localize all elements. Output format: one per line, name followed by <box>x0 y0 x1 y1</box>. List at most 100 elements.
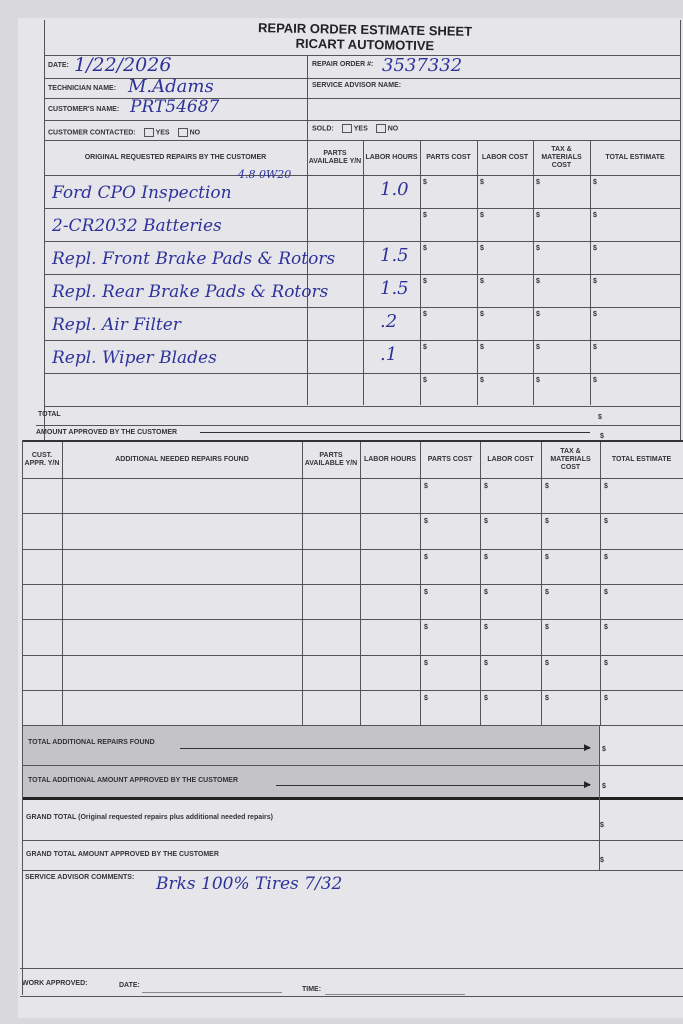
customer-contacted: CUSTOMER CONTACTED: YES NO <box>48 128 200 137</box>
column-divider <box>590 140 591 405</box>
total-estimate[interactable]: $ <box>604 518 608 526</box>
labor-cost[interactable]: $ <box>484 659 488 667</box>
customer-value[interactable]: PRT54687 <box>130 97 220 117</box>
repair-order-value[interactable]: 3537332 <box>382 55 463 76</box>
parts-cost[interactable]: $ <box>424 659 428 667</box>
tax-materials-cost[interactable]: $ <box>536 278 540 285</box>
labor-cost[interactable]: $ <box>484 624 488 632</box>
sold-label: SOLD: <box>312 125 334 133</box>
labor-cost[interactable]: $ <box>484 694 488 702</box>
tax-materials-cost[interactable]: $ <box>536 245 540 252</box>
labor-cost[interactable]: $ <box>480 245 484 252</box>
table-row <box>22 513 683 548</box>
row-divider <box>44 307 680 308</box>
header-parts-available: PARTS AVAILABLE Y/N <box>304 452 358 467</box>
parts-cost[interactable]: $ <box>424 553 428 561</box>
no-label: NO <box>189 129 201 137</box>
labor-hours[interactable]: .2 <box>380 311 398 332</box>
repair-description[interactable]: Ford CPO Inspection <box>52 183 232 203</box>
comments-text[interactable]: Brks 100% Tires 7/32 <box>156 874 343 894</box>
parts-cost[interactable]: $ <box>423 377 427 384</box>
labor-hours[interactable]: .1 <box>380 344 398 365</box>
tax-materials-cost[interactable]: $ <box>545 624 549 632</box>
parts-cost[interactable]: $ <box>423 278 427 285</box>
header-total-estimate: TOTAL ESTIMATE <box>605 153 665 161</box>
tax-materials-cost[interactable]: $ <box>545 518 549 526</box>
total-estimate[interactable]: $ <box>604 588 608 596</box>
repair-description[interactable]: Repl. Front Brake Pads & Rotors <box>52 249 336 269</box>
technician-value[interactable]: M.Adams <box>128 76 214 97</box>
contacted-no-checkbox[interactable] <box>177 128 188 137</box>
tax-materials-cost[interactable]: $ <box>536 377 540 384</box>
tax-materials-cost[interactable]: $ <box>545 483 549 490</box>
additional-totals-band <box>22 725 600 800</box>
tax-materials-cost[interactable]: $ <box>536 179 540 186</box>
customer-label: CUSTOMER'S NAME: <box>48 106 120 113</box>
date-value[interactable]: 1/22/2026 <box>74 54 172 76</box>
total-estimate[interactable]: $ <box>604 659 608 667</box>
row-divider <box>44 274 680 275</box>
parts-cost[interactable]: $ <box>423 245 427 252</box>
sold-no-checkbox[interactable] <box>375 124 386 133</box>
labor-hours[interactable]: 1.0 <box>380 179 409 200</box>
labor-cost[interactable]: $ <box>484 483 488 490</box>
row-divider <box>44 208 680 209</box>
tax-materials-cost[interactable]: $ <box>536 212 540 219</box>
parts-cost[interactable]: $ <box>424 518 428 526</box>
repair-order-label: REPAIR ORDER #: <box>312 61 374 68</box>
labor-cost[interactable]: $ <box>480 311 484 318</box>
total-estimate[interactable]: $ <box>593 179 597 186</box>
total-estimate[interactable]: $ <box>604 624 608 632</box>
total-additional-approved-value: $ <box>602 783 606 790</box>
total-estimate[interactable]: $ <box>593 344 597 351</box>
table-row <box>22 584 683 619</box>
parts-cost[interactable]: $ <box>423 179 427 186</box>
row-divider <box>22 548 683 550</box>
tax-materials-cost[interactable]: $ <box>545 553 549 561</box>
labor-hours[interactable]: 1.5 <box>380 245 409 266</box>
labor-cost[interactable]: $ <box>484 553 488 561</box>
labor-cost[interactable]: $ <box>480 179 484 186</box>
total-estimate[interactable]: $ <box>593 245 597 252</box>
no-label: NO <box>387 125 399 133</box>
sold-yes-checkbox[interactable] <box>341 124 352 133</box>
total-estimate[interactable]: $ <box>604 483 608 490</box>
yes-label: YES <box>353 125 368 133</box>
contacted-yes-checkbox[interactable] <box>143 128 154 137</box>
total-estimate[interactable]: $ <box>604 694 608 702</box>
labor-hours[interactable]: 1.5 <box>380 278 409 299</box>
labor-cost[interactable]: $ <box>484 518 488 526</box>
repair-description[interactable]: Repl. Rear Brake Pads & Rotors <box>52 282 329 302</box>
labor-cost[interactable]: $ <box>480 212 484 219</box>
parts-cost[interactable]: $ <box>423 311 427 318</box>
parts-cost[interactable]: $ <box>423 212 427 219</box>
tax-materials-cost[interactable]: $ <box>545 659 549 667</box>
parts-cost[interactable]: $ <box>423 344 427 351</box>
amount-approved-value: $ <box>600 433 604 440</box>
total-estimate[interactable]: $ <box>593 278 597 285</box>
parts-cost[interactable]: $ <box>424 624 428 632</box>
parts-cost[interactable]: $ <box>424 483 428 490</box>
tax-materials-cost[interactable]: $ <box>536 311 540 318</box>
parts-cost[interactable]: $ <box>424 588 428 596</box>
tax-materials-cost[interactable]: $ <box>545 588 549 596</box>
total-estimate[interactable]: $ <box>593 212 597 219</box>
labor-cost[interactable]: $ <box>480 278 484 285</box>
tax-materials-cost[interactable]: $ <box>536 344 540 351</box>
repair-description[interactable]: Repl. Wiper Blades <box>52 348 217 368</box>
total-estimate[interactable]: $ <box>604 553 608 561</box>
labor-cost[interactable]: $ <box>480 344 484 351</box>
repair-note[interactable]: 4.8 0W20 <box>238 168 292 181</box>
parts-cost[interactable]: $ <box>424 694 428 702</box>
header-labor-hours: LABOR HOURS <box>363 456 417 463</box>
repair-description[interactable]: Repl. Air Filter <box>52 315 181 335</box>
table-row <box>22 690 683 725</box>
tax-materials-cost[interactable]: $ <box>545 694 549 702</box>
labor-cost[interactable]: $ <box>480 377 484 384</box>
repair-description[interactable]: 2-CR2032 Batteries <box>52 216 222 236</box>
row-divider <box>22 689 683 691</box>
labor-cost[interactable]: $ <box>484 588 488 596</box>
total-estimate[interactable]: $ <box>593 377 597 384</box>
total-estimate[interactable]: $ <box>593 311 597 318</box>
row-divider <box>22 478 683 479</box>
